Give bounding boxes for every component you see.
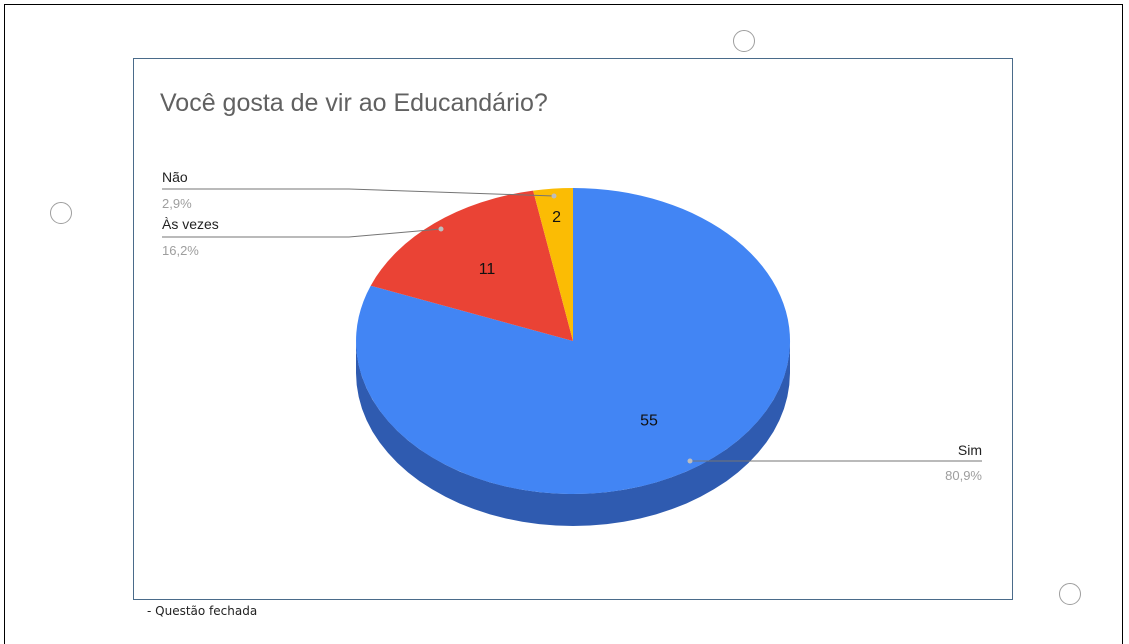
slice-value-1: 11 xyxy=(479,261,496,278)
slice-percent-1: 16,2% xyxy=(162,243,199,258)
leader-dot-2 xyxy=(551,193,557,199)
slice-label-2: Não xyxy=(162,169,188,185)
pie-slice-1 xyxy=(370,190,573,341)
slide-frame xyxy=(4,4,1123,644)
pie-side-0 xyxy=(356,341,790,526)
slice-value-2: 2 xyxy=(552,209,561,226)
resize-handle-bottom-right[interactable] xyxy=(1059,583,1081,605)
slice-value-0: 55 xyxy=(640,412,658,429)
leader-line-1 xyxy=(162,228,442,238)
slice-label-0: Sim xyxy=(958,442,982,458)
chart[interactable]: Você gosta de vir ao Educandário? 55 11 2 S… xyxy=(133,58,1013,600)
leader-dot-0 xyxy=(687,458,693,464)
pie-slice-2 xyxy=(533,188,573,341)
resize-handle-top[interactable] xyxy=(733,30,755,52)
slice-percent-0: 80,9% xyxy=(945,468,982,483)
slice-label-1: Às vezes xyxy=(162,216,219,232)
pie-slice-0 xyxy=(356,188,791,495)
leader-dot-1 xyxy=(438,226,444,232)
resize-handle-left[interactable] xyxy=(50,202,72,224)
slice-percent-2: 2,9% xyxy=(162,196,192,211)
pie-chart: 55 11 2 Sim 80,9% Às vezes 16,2% Não 2,9% xyxy=(162,169,982,526)
chart-title: Você gosta de vir ao Educandário? xyxy=(160,89,548,117)
note-text: - Questão fechada xyxy=(147,604,258,618)
leader-line-2 xyxy=(162,188,555,197)
